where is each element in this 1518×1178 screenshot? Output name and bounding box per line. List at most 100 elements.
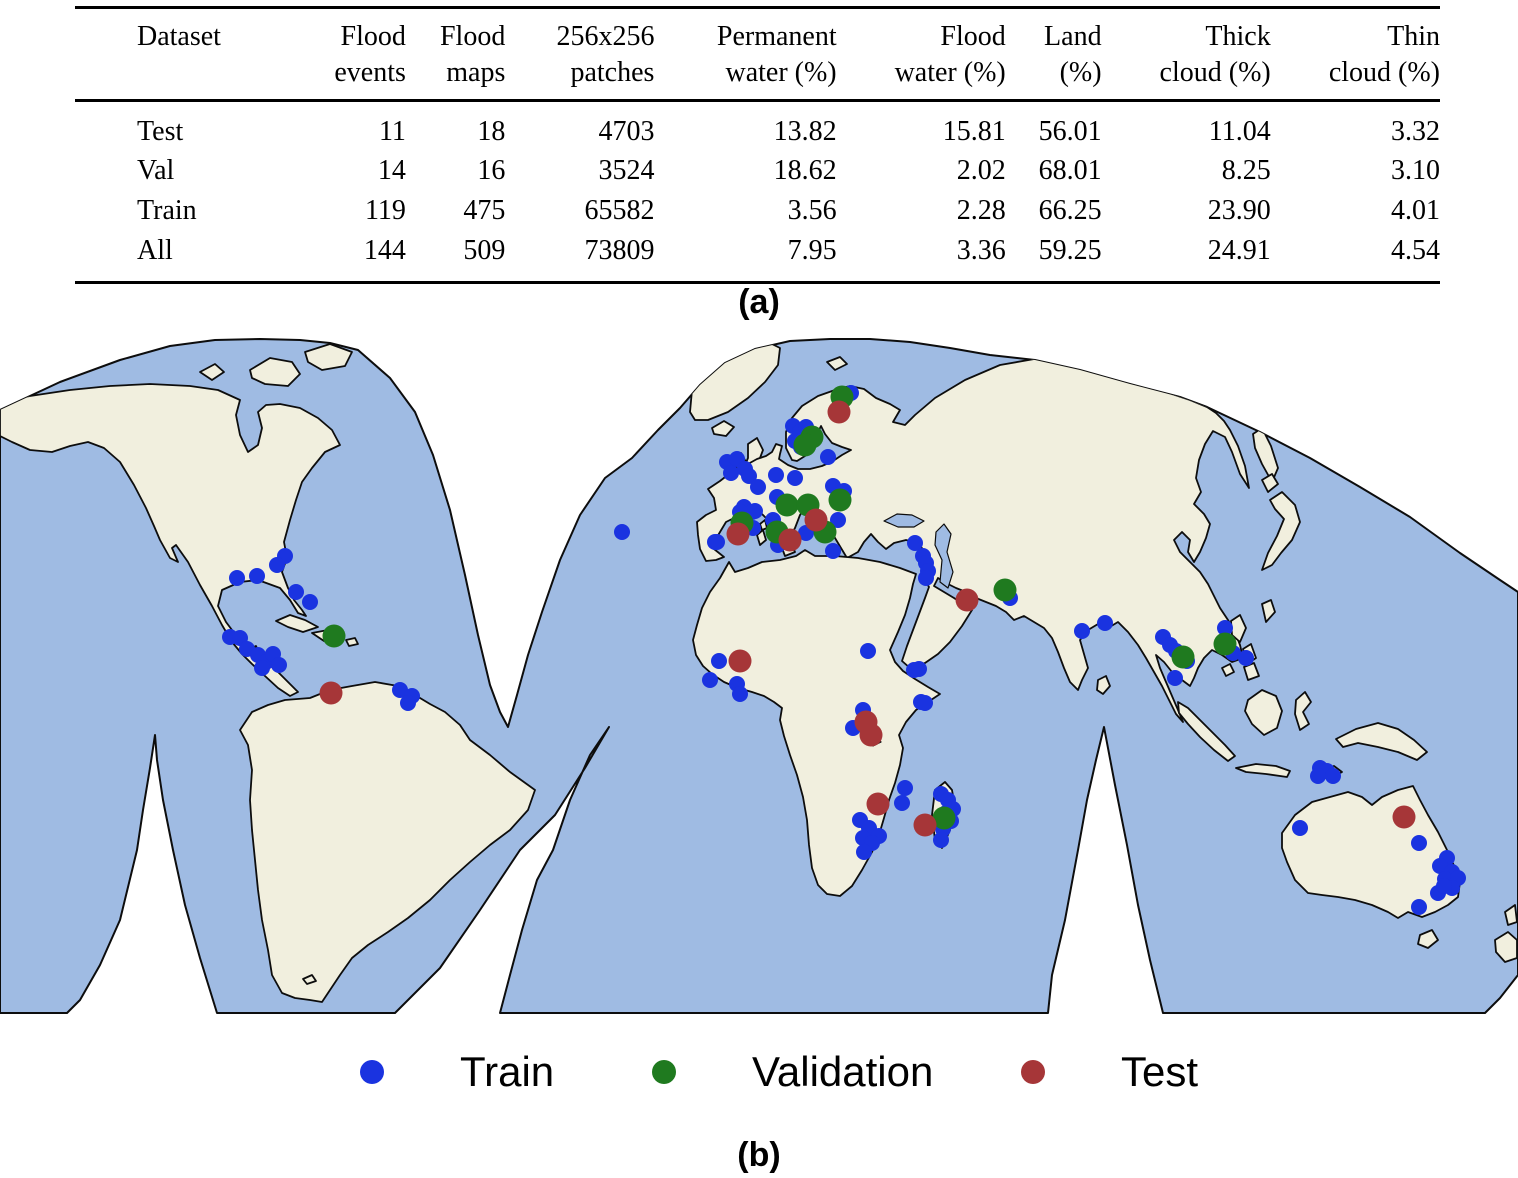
map-point-train <box>787 470 803 486</box>
map-point-train <box>907 535 923 551</box>
cell-value: 4.01 <box>1391 195 1440 227</box>
map-point-train <box>750 479 766 495</box>
landmass <box>1261 491 1301 571</box>
cell-value: 509 <box>463 235 506 267</box>
cell-value: 2.28 <box>956 195 1006 227</box>
cell-value: 2.02 <box>956 155 1006 187</box>
map-point-train <box>702 672 718 688</box>
landmass <box>302 974 317 985</box>
map-point-test <box>804 508 828 532</box>
landmass <box>1230 614 1247 643</box>
landmass <box>1261 473 1279 493</box>
map-point-train <box>917 695 933 711</box>
landmass <box>1221 663 1235 677</box>
cell-value: 8.25 <box>1221 155 1271 187</box>
cell-value: 119 <box>364 195 406 227</box>
landmass <box>1504 904 1518 926</box>
table-row-all: All 144 509 73809 7.95 3.36 59.25 24.91 4.54 <box>75 231 1440 282</box>
map-point-test <box>955 588 979 612</box>
map-point-train <box>392 682 408 698</box>
col-header-land: Land (%) <box>1005 7 1102 102</box>
lake <box>883 513 925 528</box>
legend-dot-validation <box>652 1060 676 1084</box>
map-point-train <box>911 661 927 677</box>
map-point-train <box>249 568 265 584</box>
lake <box>934 523 954 589</box>
lakes <box>868 513 954 747</box>
landmass <box>345 637 359 647</box>
col-header-dataset: Dataset <box>75 7 298 102</box>
legend-item-test: Test <box>1021 1042 1198 1102</box>
map-point-test <box>913 813 937 837</box>
table-row-test: Test 11 18 4703 13.82 15.81 56.01 11.04 3.32 <box>75 100 1440 151</box>
map-point-train <box>1432 858 1448 874</box>
landmass <box>1417 929 1439 949</box>
map-point-train <box>894 795 910 811</box>
cell-value: 56.01 <box>1038 115 1102 147</box>
map-point-train <box>860 643 876 659</box>
cell-value: 3524 <box>598 155 655 187</box>
cell-value: 4703 <box>598 115 655 147</box>
dataset-stats-table: Dataset Flood events Flood maps 256x256 patche… <box>75 6 1440 284</box>
cell-dataset: Val <box>137 155 175 187</box>
col-header-thin: Thin cloud (%) <box>1270 7 1440 102</box>
caption-b: (b) <box>737 1136 781 1174</box>
map-point-train <box>732 686 748 702</box>
map-point-train <box>400 695 416 711</box>
cell-value: 7.95 <box>787 235 837 267</box>
cell-value: 24.91 <box>1207 235 1271 267</box>
dataset-stats-table-wrap: Dataset Flood events Flood maps 256x256 patche… <box>75 6 1440 284</box>
map-point-train <box>768 467 784 483</box>
map-point-train <box>1167 670 1183 686</box>
map-point-validation <box>1213 632 1237 656</box>
landmass <box>696 357 1250 723</box>
cell-value: 59.25 <box>1038 235 1102 267</box>
map-point-validation <box>828 488 852 512</box>
map-point-train <box>302 594 318 610</box>
col-header-flood: Flood events <box>297 7 406 102</box>
map-point-train <box>1097 615 1113 631</box>
landmass <box>756 529 767 546</box>
landmass <box>1261 599 1276 623</box>
map-point-test <box>827 400 851 424</box>
map-point-train <box>709 534 725 550</box>
cell-value: 3.36 <box>956 235 1006 267</box>
map-point-train <box>1238 650 1254 666</box>
map-point-train <box>1217 620 1233 636</box>
map-point-train <box>820 449 836 465</box>
map-point-train <box>271 657 287 673</box>
map-point-validation <box>1171 645 1195 669</box>
legend-dot-train <box>360 1060 384 1084</box>
map-point-train <box>269 557 285 573</box>
landmass <box>0 383 341 697</box>
map-point-train <box>1436 878 1452 894</box>
col-header-permanent: Permanent water (%) <box>654 7 837 102</box>
map-point-validation <box>775 493 799 517</box>
cell-value: 73809 <box>584 235 655 267</box>
map-point-train <box>1310 768 1326 784</box>
col-header-thick: Thick cloud (%) <box>1101 7 1271 102</box>
caption-a: (a) <box>738 283 780 321</box>
col-header-flood: Flood water (%) <box>836 7 1006 102</box>
cell-dataset: Test <box>137 115 184 147</box>
cell-value: 3.10 <box>1391 155 1440 187</box>
map-point-test <box>1392 805 1416 829</box>
map-point-train <box>897 780 913 796</box>
map-point-train <box>614 524 630 540</box>
map-point-train <box>229 570 245 586</box>
map-point-train <box>830 512 846 528</box>
cell-value: 16 <box>477 155 506 187</box>
table-header: Dataset Flood events Flood maps 256x256 patche… <box>75 7 1440 102</box>
cell-value: 23.90 <box>1207 195 1271 227</box>
landmass <box>239 681 536 1003</box>
landmass <box>249 357 301 387</box>
landmass <box>1494 931 1518 963</box>
landmass <box>1244 689 1283 736</box>
map-point-test <box>778 528 802 552</box>
map-point-train <box>825 543 841 559</box>
landmass <box>304 343 353 371</box>
map-point-train <box>933 832 949 848</box>
cell-value: 18.62 <box>773 155 837 187</box>
cell-value: 3.32 <box>1391 115 1440 147</box>
